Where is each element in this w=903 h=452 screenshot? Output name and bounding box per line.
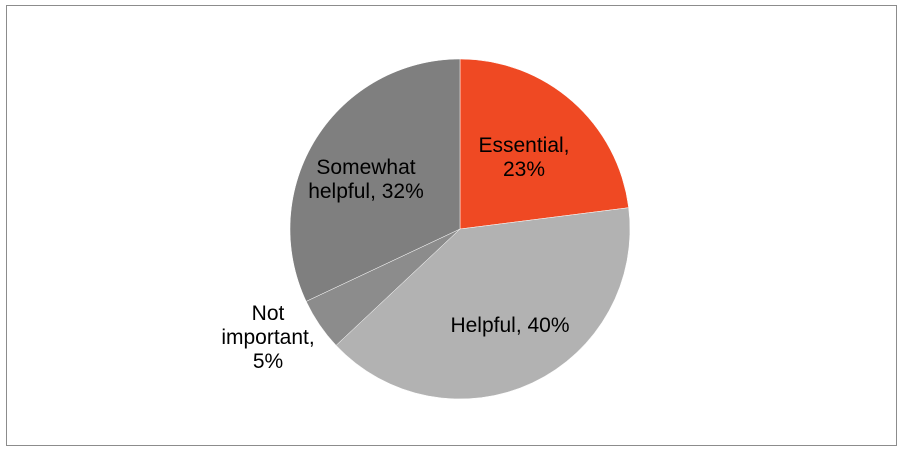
data-label-somewhat-helpful: Somewhat helpful, 32% xyxy=(308,156,424,203)
data-label-essential: Essential, 23% xyxy=(478,134,569,181)
pie-slice-helpful xyxy=(335,207,631,400)
pie-slice-essential xyxy=(459,58,629,230)
data-label-helpful: Helpful, 40% xyxy=(450,314,569,337)
pie-slice-somewhat-helpful xyxy=(289,58,461,302)
data-label-not-important: Not important, 5% xyxy=(221,302,314,373)
